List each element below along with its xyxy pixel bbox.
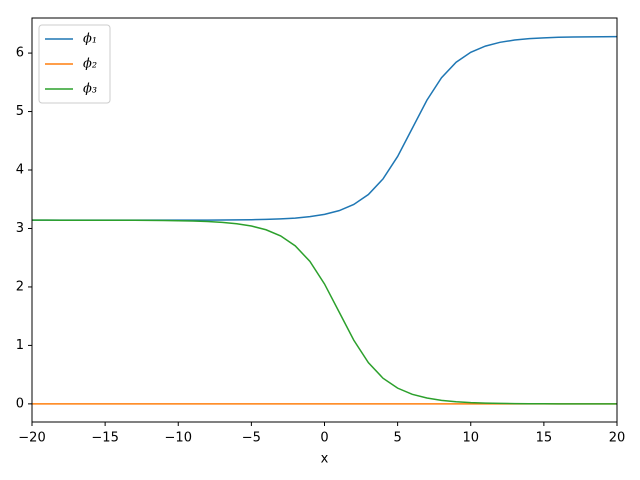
y-tick-label: 1: [16, 338, 24, 353]
x-tick-label: 0: [320, 431, 328, 446]
series-line: [32, 219, 617, 405]
x-tick-label: −5: [242, 431, 261, 446]
y-tick-label: 6: [16, 46, 24, 61]
legend-label: ϕ₃: [83, 82, 97, 97]
y-tick-label: 5: [16, 104, 24, 119]
x-tick-label: −20: [18, 431, 45, 446]
y-tick-label: 0: [16, 396, 24, 411]
x-tick-label: −15: [91, 431, 118, 446]
y-tick-label: 2: [16, 279, 24, 294]
plot-area: [32, 35, 618, 405]
x-tick-label: 15: [536, 431, 553, 446]
x-tick-label: 10: [462, 431, 479, 446]
x-tick-label: 20: [609, 431, 626, 446]
x-tick-label: −10: [165, 431, 192, 446]
legend-box: [38, 24, 111, 104]
y-tick-label: 3: [16, 221, 24, 236]
legend-label: ϕ₁: [83, 32, 97, 47]
y-tick-label: 4: [16, 163, 24, 178]
x-tick-label: 5: [393, 431, 401, 446]
legend-label: ϕ₂: [83, 57, 97, 72]
x-axis-label: x: [321, 452, 329, 467]
